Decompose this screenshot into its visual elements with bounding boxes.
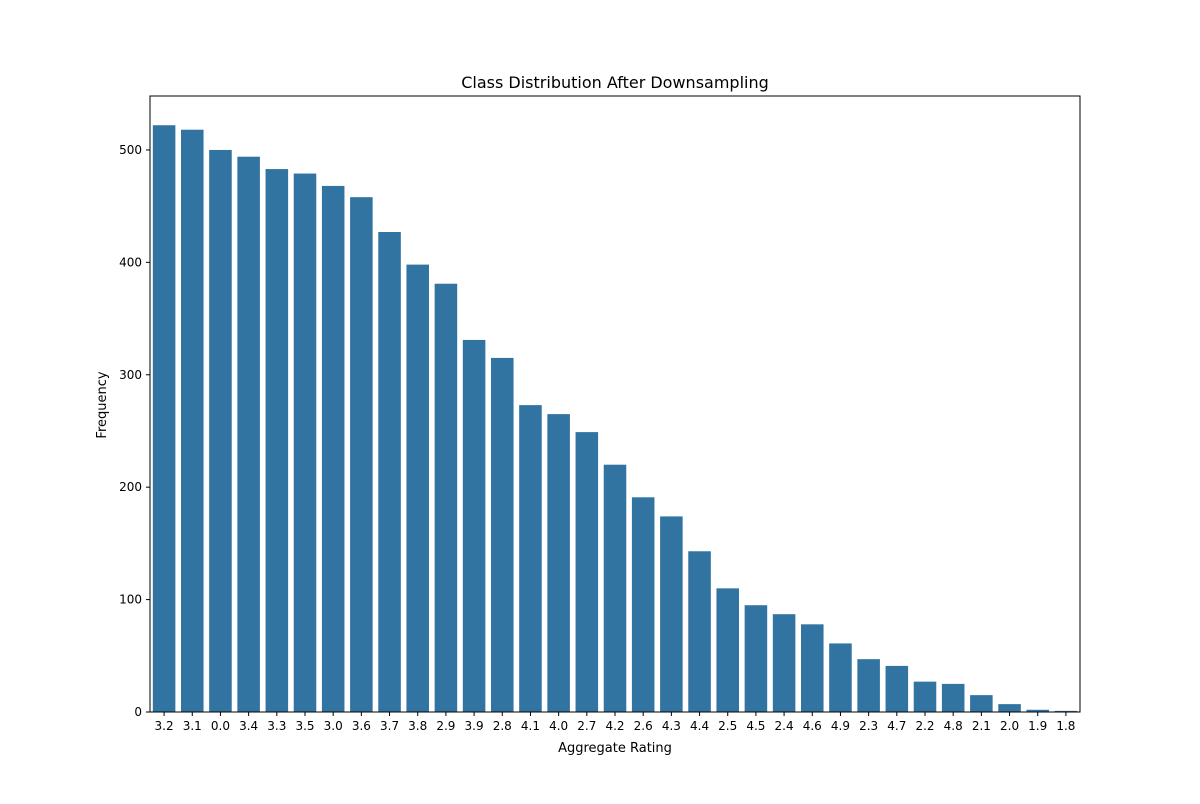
y-tick-label: 400 (119, 255, 142, 269)
y-ticks-group: 0 100 200 300 400 500 (119, 143, 150, 719)
y-tick-label: 300 (119, 368, 142, 382)
y-axis-label: Frequency (95, 371, 110, 438)
bar (857, 659, 880, 712)
bar (491, 357, 514, 712)
bar (350, 197, 373, 713)
bar (1054, 710, 1078, 712)
bar (209, 149, 232, 712)
bar (801, 624, 824, 712)
x-tick-label: 3.8 (408, 719, 427, 733)
bar (603, 464, 627, 712)
bar (772, 614, 796, 712)
x-tick-label: 3.3 (267, 719, 286, 733)
bar (716, 588, 739, 712)
bars-group (152, 125, 1078, 713)
x-tick-label: 1.9 (1028, 719, 1047, 733)
x-tick-label: 2.6 (634, 719, 653, 733)
x-tick-label: 4.5 (746, 719, 765, 733)
x-tick-label: 2.5 (718, 719, 737, 733)
x-ticks-group: 3.2 3.1 0.0 3.4 3.3 3.5 3.0 3.6 3.7 3.8 2.9 3.9 2.8 4… (155, 712, 1075, 733)
bar (1026, 709, 1049, 712)
y-tick-label: 0 (134, 705, 142, 719)
x-tick-label: 2.4 (775, 719, 794, 733)
x-tick-label: 4.9 (831, 719, 850, 733)
x-tick-label: 3.0 (324, 719, 343, 733)
bar (575, 432, 599, 712)
bar (829, 643, 852, 712)
y-tick-label: 100 (119, 593, 142, 607)
bar (941, 683, 965, 712)
bar (970, 695, 993, 712)
x-tick-label: 4.3 (662, 719, 681, 733)
bar (406, 264, 429, 712)
x-tick-label: 2.1 (972, 719, 991, 733)
bar (885, 665, 909, 712)
x-tick-label: 2.7 (577, 719, 596, 733)
bar (237, 156, 260, 712)
x-tick-label: 4.1 (521, 719, 540, 733)
x-tick-label: 4.6 (803, 719, 822, 733)
x-tick-label: 4.8 (944, 719, 963, 733)
bar (913, 681, 937, 712)
x-tick-label: 3.2 (155, 719, 174, 733)
x-axis-label: Aggregate Rating (558, 741, 672, 756)
chart-title: Class Distribution After Downsampling (461, 73, 769, 92)
x-tick-label: 2.2 (915, 719, 934, 733)
plot-frame (149, 95, 1081, 713)
bar (998, 704, 1021, 712)
x-tick-label: 3.1 (183, 719, 202, 733)
x-tick-label: 4.2 (605, 719, 624, 733)
bar (688, 551, 711, 712)
y-tick-label: 500 (119, 143, 142, 157)
y-tick-label: 200 (119, 480, 142, 494)
x-tick-label: 3.5 (295, 719, 314, 733)
x-tick-label: 2.0 (1000, 719, 1019, 733)
bar (631, 497, 655, 712)
bar (378, 232, 401, 712)
x-tick-label: 4.4 (690, 719, 709, 733)
bar (547, 414, 570, 712)
bar (321, 185, 345, 712)
x-tick-label: 3.6 (352, 719, 371, 733)
x-tick-label: 0.0 (211, 719, 230, 733)
x-tick-label: 1.8 (1056, 719, 1075, 733)
bar (293, 173, 317, 712)
bar (660, 516, 683, 712)
x-tick-label: 3.9 (465, 719, 484, 733)
bar (265, 169, 289, 712)
x-tick-label: 4.0 (549, 719, 568, 733)
x-tick-label: 2.3 (859, 719, 878, 733)
x-tick-label: 4.7 (887, 719, 906, 733)
x-tick-label: 2.8 (493, 719, 512, 733)
bar (434, 283, 458, 712)
x-tick-label: 3.4 (239, 719, 258, 733)
bar (152, 125, 176, 713)
bar (181, 129, 204, 713)
bar (519, 405, 542, 712)
x-tick-label: 2.9 (436, 719, 455, 733)
x-tick-label: 3.7 (380, 719, 399, 733)
bar (462, 339, 486, 712)
bar (744, 605, 768, 712)
